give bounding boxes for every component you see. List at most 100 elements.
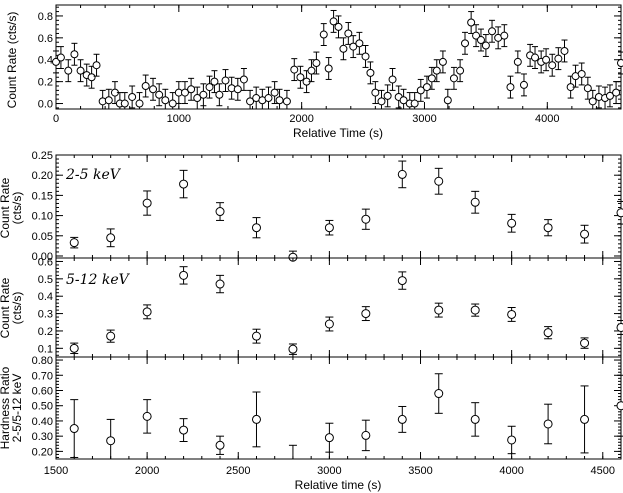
data-point (427, 74, 436, 83)
data-point (155, 90, 164, 99)
data-point (199, 90, 208, 99)
x-tick-label: 4500 (591, 465, 615, 477)
data-point (334, 22, 343, 31)
y-tick-label: 0.5 (38, 274, 53, 286)
x-tick-label: 1500 (44, 465, 68, 477)
data-point (580, 414, 590, 424)
x-tick-label: 1000 (167, 113, 191, 125)
data-point (554, 54, 563, 63)
y-tick-label: 0.0 (38, 99, 53, 111)
data-point (141, 82, 150, 91)
data-point (215, 90, 224, 99)
data-point (106, 233, 116, 243)
y-tick-label: 0.6 (38, 256, 53, 268)
data-point (70, 50, 79, 59)
data-point (580, 229, 590, 239)
band-5-12-y-axis-title-line1: Count Rate (0, 277, 12, 338)
data-point (324, 433, 334, 443)
data-point (104, 96, 113, 105)
data-point (106, 436, 116, 446)
data-point (467, 18, 476, 27)
data-point (246, 97, 255, 106)
band-2-5-label: 2-5 keV (65, 167, 122, 183)
y-tick-label: 0.4 (38, 291, 53, 303)
data-point (513, 57, 522, 66)
x-tick-label: 2500 (226, 465, 250, 477)
data-point (142, 307, 152, 317)
data-point (366, 68, 375, 77)
data-point (215, 279, 225, 289)
data-point (128, 92, 137, 101)
data-point (472, 31, 481, 40)
data-point (432, 66, 441, 75)
data-point (542, 55, 551, 64)
data-point (282, 97, 291, 106)
data-point (307, 66, 316, 75)
x-tick-label: 2000 (289, 113, 313, 125)
band-2-5-y-ticks: 0.00 0.05 0.10 0.15 0.20 0.25 (32, 150, 621, 263)
data-point (580, 338, 590, 348)
data-point (617, 59, 623, 68)
data-point (120, 99, 129, 108)
data-point (371, 88, 380, 97)
data-point (215, 440, 225, 450)
data-point (179, 270, 189, 280)
data-point (616, 401, 623, 411)
data-point (416, 86, 425, 95)
y-tick-label: 0.4 (38, 55, 53, 67)
data-point (161, 96, 170, 105)
data-point (543, 223, 553, 233)
y-tick-label: 0.50 (32, 401, 53, 413)
data-point (69, 238, 79, 248)
band-2-5-y-axis-title-line1: Count Rate (0, 177, 12, 238)
band-2-5-y-axis-title-line2: (cts/s) (10, 192, 24, 225)
data-point (56, 53, 65, 62)
data-point (616, 208, 623, 218)
data-point (69, 343, 79, 353)
data-point (180, 88, 189, 97)
data-point (324, 223, 334, 233)
data-point (76, 66, 85, 75)
data-point (397, 169, 407, 179)
data-point (355, 39, 364, 48)
data-point (187, 85, 196, 94)
hardness-y-axis-title-line2: 2-5/5-12 keV (10, 374, 24, 443)
data-point (361, 430, 371, 440)
data-point (324, 64, 333, 73)
hardness-y-ticks: 0.20 0.30 0.40 0.50 0.60 0.70 0.80 (32, 355, 621, 458)
y-tick-label: 0.6 (38, 33, 53, 45)
data-point (87, 73, 96, 82)
y-tick-label: 0.60 (32, 385, 53, 397)
y-tick-label: 0.2 (38, 326, 53, 338)
data-point (361, 309, 371, 319)
data-point (64, 66, 73, 75)
data-point (616, 322, 623, 332)
data-point (168, 99, 177, 108)
y-tick-label: 0.20 (32, 446, 53, 458)
x-tick-label: 2000 (135, 465, 159, 477)
data-point (251, 331, 261, 341)
lightcurve-x-axis-title: Relative Time (s) (293, 126, 383, 140)
hardness-points (69, 373, 623, 459)
data-point (205, 83, 214, 92)
data-point (605, 91, 614, 100)
y-tick-label: 0.3 (38, 309, 53, 321)
data-point (193, 94, 202, 103)
x-tick-label: 4000 (535, 113, 559, 125)
data-point (377, 97, 386, 106)
data-point (470, 197, 480, 207)
band-2-5-frame (55, 154, 622, 259)
data-point (92, 61, 101, 70)
x-tick-label: 3000 (412, 113, 436, 125)
y-tick-label: 0.80 (32, 355, 53, 367)
y-tick-label: 0.1 (38, 343, 53, 355)
band-2-5-points (69, 160, 623, 262)
data-point (476, 36, 485, 45)
hardness-y-axis-title-line1: Hardness Ratio (0, 366, 12, 449)
band-5-12-panel: 0.1 0.2 0.3 0.4 0.5 0.6 5-12 keV Count Rate (… (0, 256, 623, 358)
data-point (142, 198, 152, 208)
band-5-12-label: 5-12 keV (66, 272, 131, 288)
data-point (443, 96, 452, 105)
data-point (221, 76, 230, 85)
